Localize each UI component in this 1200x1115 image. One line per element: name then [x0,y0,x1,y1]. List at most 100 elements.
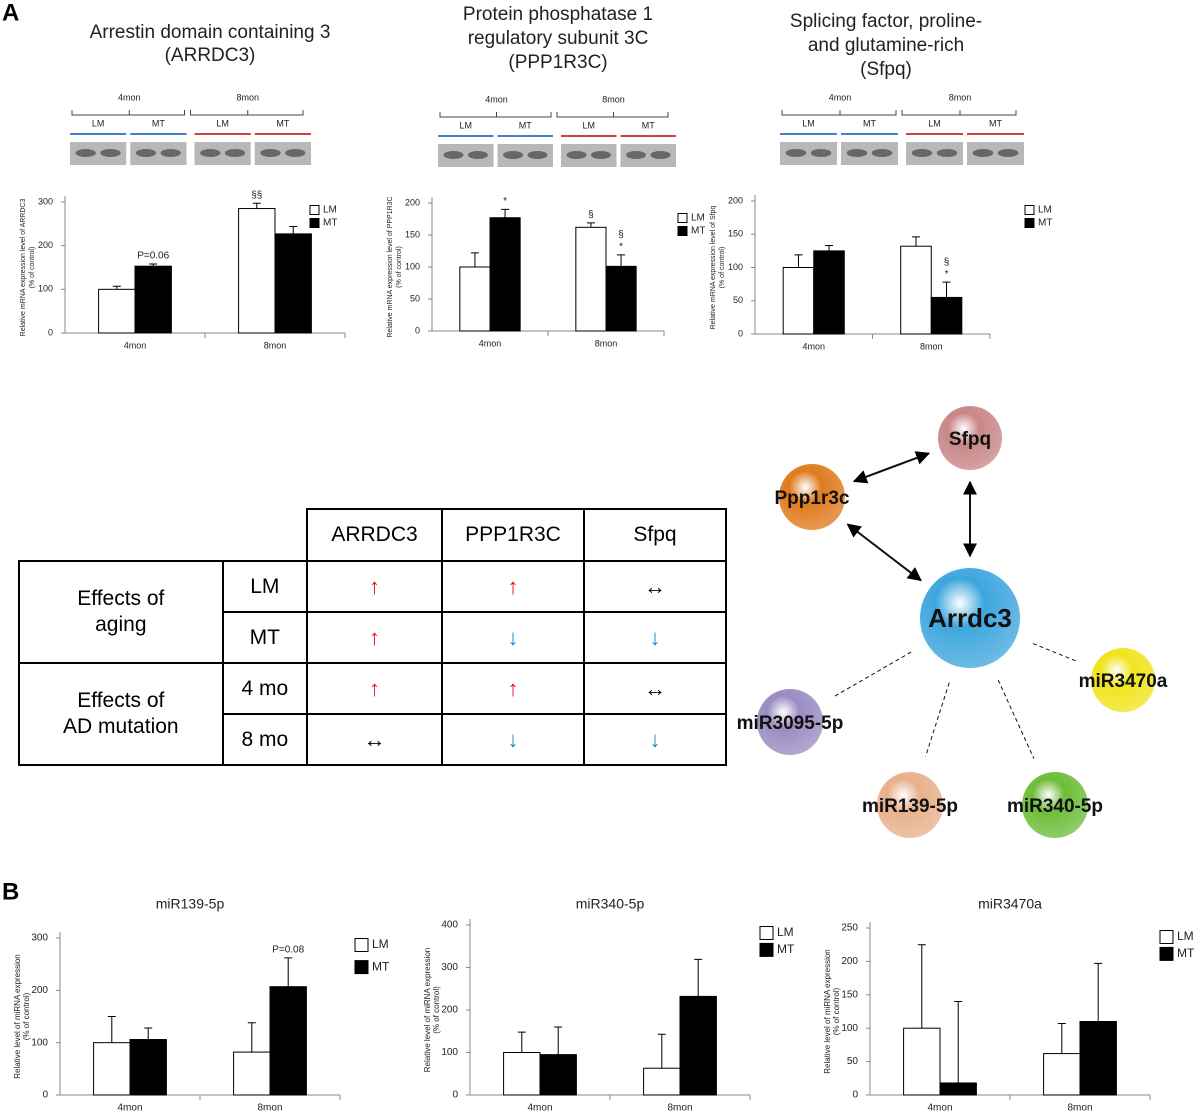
blot-bracket [901,110,1017,116]
chart-title: (PPP1R3C) [508,52,607,73]
blot-lane-label: LM [92,118,105,128]
row-label: 4 mo [221,662,309,715]
dashed-edge [833,651,912,697]
chart-title: (ARRDC3) [165,45,256,66]
error-bar [954,1000,963,1083]
annotation: § [588,209,594,220]
gel-band [75,149,96,157]
arrow-cell: ↑ [441,662,585,715]
blot-group-label: 4mon [829,92,852,102]
error-bar [694,958,703,997]
error-bar [149,263,158,267]
gel-band [972,149,994,157]
bar [238,208,276,334]
blot-lane-label: LM [459,120,472,130]
arrow-cell: ↔ [583,560,727,613]
bar [903,1027,941,1096]
table-row: MT ↑ ↓ ↓ [19,611,727,664]
bar [489,217,521,332]
panel-label: B [2,878,19,905]
error-bar [284,957,293,987]
node-label: Ppp1r3c [775,488,850,509]
dashed-edge [997,679,1035,759]
legend-label: LM [1177,929,1194,943]
y-tick-label: 100 [31,1037,48,1048]
error-bar [1057,1023,1066,1054]
gel-lane [620,144,676,167]
gel-band [871,149,893,157]
error-bar [1094,962,1103,1022]
node-label: miR3095-5p [737,713,844,734]
y-tick-label: 0 [852,1090,858,1101]
error-bar [107,1016,116,1043]
arrow-cell: ↑ [441,560,585,613]
gel-lane [254,142,311,165]
gel-band [200,149,221,157]
y-axis-label: (% of control) [396,246,403,288]
gel-band [590,151,611,159]
error-bar [289,225,298,234]
legend-swatch [1159,946,1174,961]
error-bar [517,1031,526,1053]
bar [134,265,172,334]
node [938,406,1002,470]
x-tick-label: 4mon [927,1103,952,1114]
bar [98,288,136,334]
legend-label: MT [1038,218,1052,229]
gel-band [785,149,807,157]
legend-swatch [1024,205,1035,215]
corner-cell [19,509,307,562]
legend-swatch [354,960,369,975]
gel-band [936,149,958,157]
error-bar [617,254,626,267]
arrow-cell: ↓ [583,713,727,766]
node-label: Sfpq [949,429,991,450]
error-bar [554,1026,563,1055]
blot-lane-label: MT [152,118,165,128]
blot-bracket [439,112,552,118]
gel-lane [967,142,1024,165]
legend-label: LM [691,213,705,224]
group-label-line: aging [95,613,147,636]
y-tick-label: 100 [441,1047,458,1058]
gel-lane [841,142,898,165]
y-axis-label: Relative mRNA expression level of ARRDC3 [20,199,27,337]
legend-label: LM [777,925,794,939]
node [920,568,1020,668]
arrow-cell: ↔ [583,662,727,715]
y-axis-label: Relative mRNA expression level of Sfpq [710,206,717,330]
bar [539,1054,577,1096]
error-bar [911,236,920,247]
legend-label: MT [777,942,795,956]
bar [269,986,307,1096]
group-label: Effects of aging [18,560,224,664]
column-header: Sfpq [583,508,727,562]
gel-band [846,149,868,157]
y-axis-label: (% of control) [22,992,31,1040]
row-label: LM [221,560,309,613]
blot-group-label: 4mon [485,94,508,104]
y-tick-label: 100 [728,262,743,272]
bar [679,995,717,1096]
annotation: P=0.06 [137,251,169,262]
bar [575,226,607,332]
dashed-edge [1032,643,1077,662]
column-header: PPP1R3C [441,508,585,562]
column-header: ARRDC3 [306,508,443,562]
chart-title: miR340-5p [576,896,645,912]
legend-swatch [759,942,774,957]
blot-bracket [71,110,185,116]
legend-swatch [677,213,688,223]
x-tick-label: 4mon [479,338,502,348]
bar [459,266,491,332]
group-label: Effects of AD mutation [18,662,224,766]
y-tick-label: 150 [728,229,743,239]
table-row: 8 mo ↔ ↓ ↓ [19,713,727,766]
bar [782,267,815,335]
y-tick-label: 0 [415,325,420,335]
blot-lane-label: MT [519,120,532,130]
node [1091,648,1155,712]
blot-lane-label: MT [276,118,289,128]
y-tick-label: 300 [441,962,458,973]
